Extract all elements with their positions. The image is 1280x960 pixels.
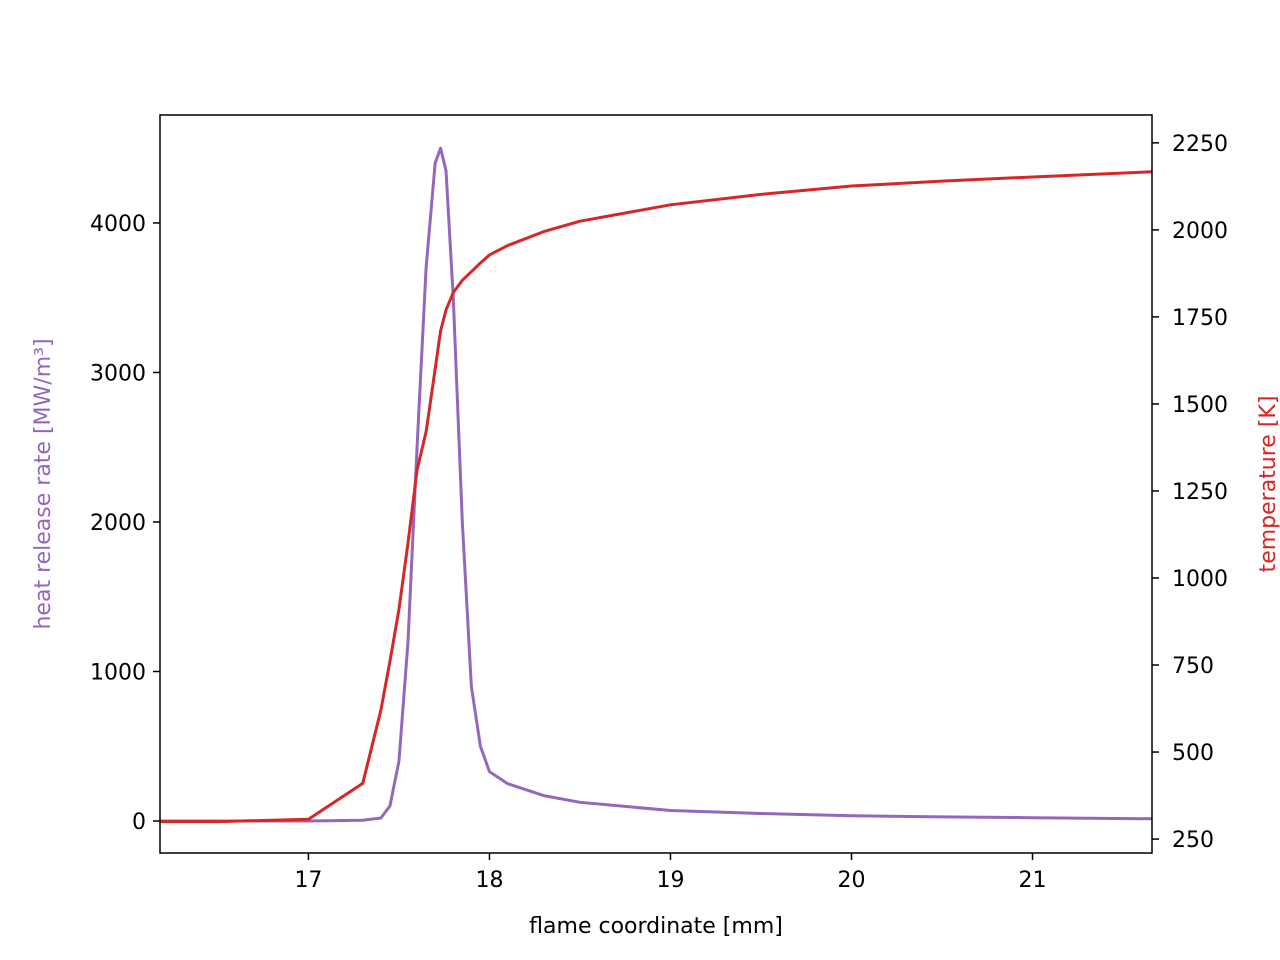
y-axis-label: heat release rate [MW/m³] bbox=[31, 338, 56, 629]
y-tick-label: 2000 bbox=[90, 511, 146, 536]
x-tick-label: 18 bbox=[475, 868, 503, 893]
y2-tick-label: 2250 bbox=[1172, 132, 1228, 157]
y-tick-label: 3000 bbox=[90, 361, 146, 386]
y2-tick-label: 750 bbox=[1172, 654, 1214, 679]
x-axis-label: flame coordinate [mm] bbox=[529, 914, 783, 939]
x-tick-label: 21 bbox=[1019, 868, 1047, 893]
y2-tick-label: 2000 bbox=[1172, 219, 1228, 244]
data-line bbox=[160, 170, 1152, 824]
y2-tick-label: 1500 bbox=[1172, 393, 1228, 418]
x-tick-label: 20 bbox=[838, 868, 866, 893]
y-tick-label: 0 bbox=[132, 810, 146, 835]
data-line bbox=[160, 146, 1152, 823]
x-tick-label: 19 bbox=[656, 868, 684, 893]
y2-axis-label: temperature [K] bbox=[1256, 396, 1280, 573]
y2-tick-label: 250 bbox=[1172, 828, 1214, 853]
y-tick-label: 4000 bbox=[90, 212, 146, 237]
y2-tick-label: 1750 bbox=[1172, 306, 1228, 331]
y2-tick-label: 1250 bbox=[1172, 480, 1228, 505]
y2-tick-label: 500 bbox=[1172, 741, 1214, 766]
plot-frame bbox=[159, 114, 1153, 854]
y2-tick-label: 1000 bbox=[1172, 567, 1228, 592]
y-tick-label: 1000 bbox=[90, 660, 146, 685]
x-tick-label: 17 bbox=[294, 868, 322, 893]
